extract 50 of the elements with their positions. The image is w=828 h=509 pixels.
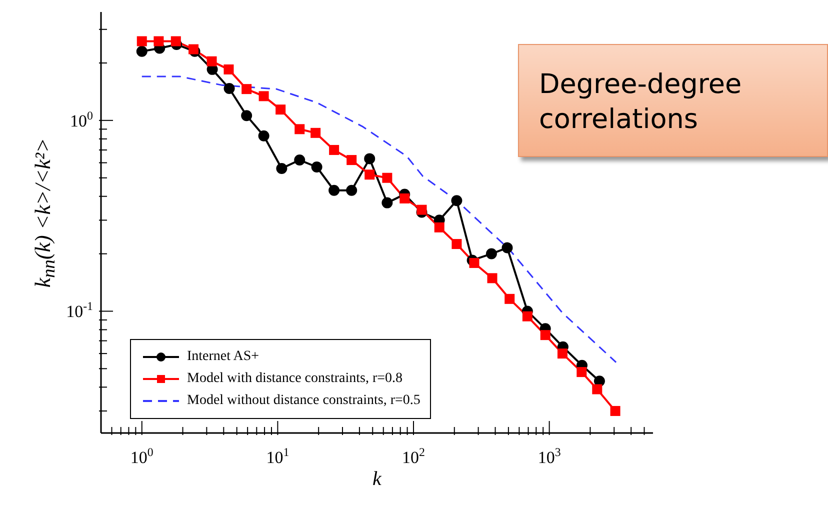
point	[592, 384, 602, 394]
point	[276, 104, 286, 115]
point	[610, 406, 620, 416]
point	[294, 124, 305, 134]
point	[416, 204, 427, 215]
point	[469, 258, 480, 268]
legend-label: Model with distance constraints, r=0.8	[187, 371, 403, 387]
point	[311, 161, 322, 172]
point	[224, 82, 235, 94]
callout-box: Degree-degree correlations	[518, 44, 828, 157]
x-tick-label: 10$^{0}$	[130, 445, 154, 467]
point	[224, 64, 234, 74]
y-tick-label: 10$^{-1}$	[66, 299, 94, 322]
point	[328, 184, 340, 196]
point	[170, 36, 181, 46]
point	[346, 155, 357, 166]
point	[382, 172, 392, 183]
point	[487, 273, 498, 284]
point	[557, 348, 568, 359]
point	[258, 130, 270, 142]
x-tick-label: 10$^{2}$	[402, 445, 426, 467]
point	[242, 84, 252, 94]
point	[329, 144, 340, 155]
point	[522, 311, 532, 322]
point	[258, 91, 269, 102]
legend-label: Internet AS+	[187, 349, 260, 365]
x-tick-label: 10$^{1}$	[266, 445, 290, 467]
point	[310, 128, 321, 138]
point	[188, 44, 199, 54]
point	[451, 195, 462, 206]
point	[136, 36, 147, 46]
point	[400, 193, 410, 204]
legend-label: Model without distance constraints, r=0.5	[187, 393, 420, 409]
point	[364, 170, 375, 180]
point	[154, 36, 164, 46]
point	[486, 248, 497, 260]
x-tick-label: 10$^{3}$	[538, 445, 561, 467]
point	[364, 153, 376, 164]
point	[346, 184, 358, 196]
x-axis-title: k	[372, 468, 383, 490]
point	[452, 239, 462, 250]
point	[434, 222, 444, 232]
point	[206, 56, 217, 66]
point	[294, 154, 306, 166]
point	[241, 110, 252, 122]
point	[276, 162, 288, 174]
point	[382, 197, 393, 208]
point	[136, 46, 148, 57]
point	[504, 294, 515, 304]
point	[540, 330, 550, 340]
